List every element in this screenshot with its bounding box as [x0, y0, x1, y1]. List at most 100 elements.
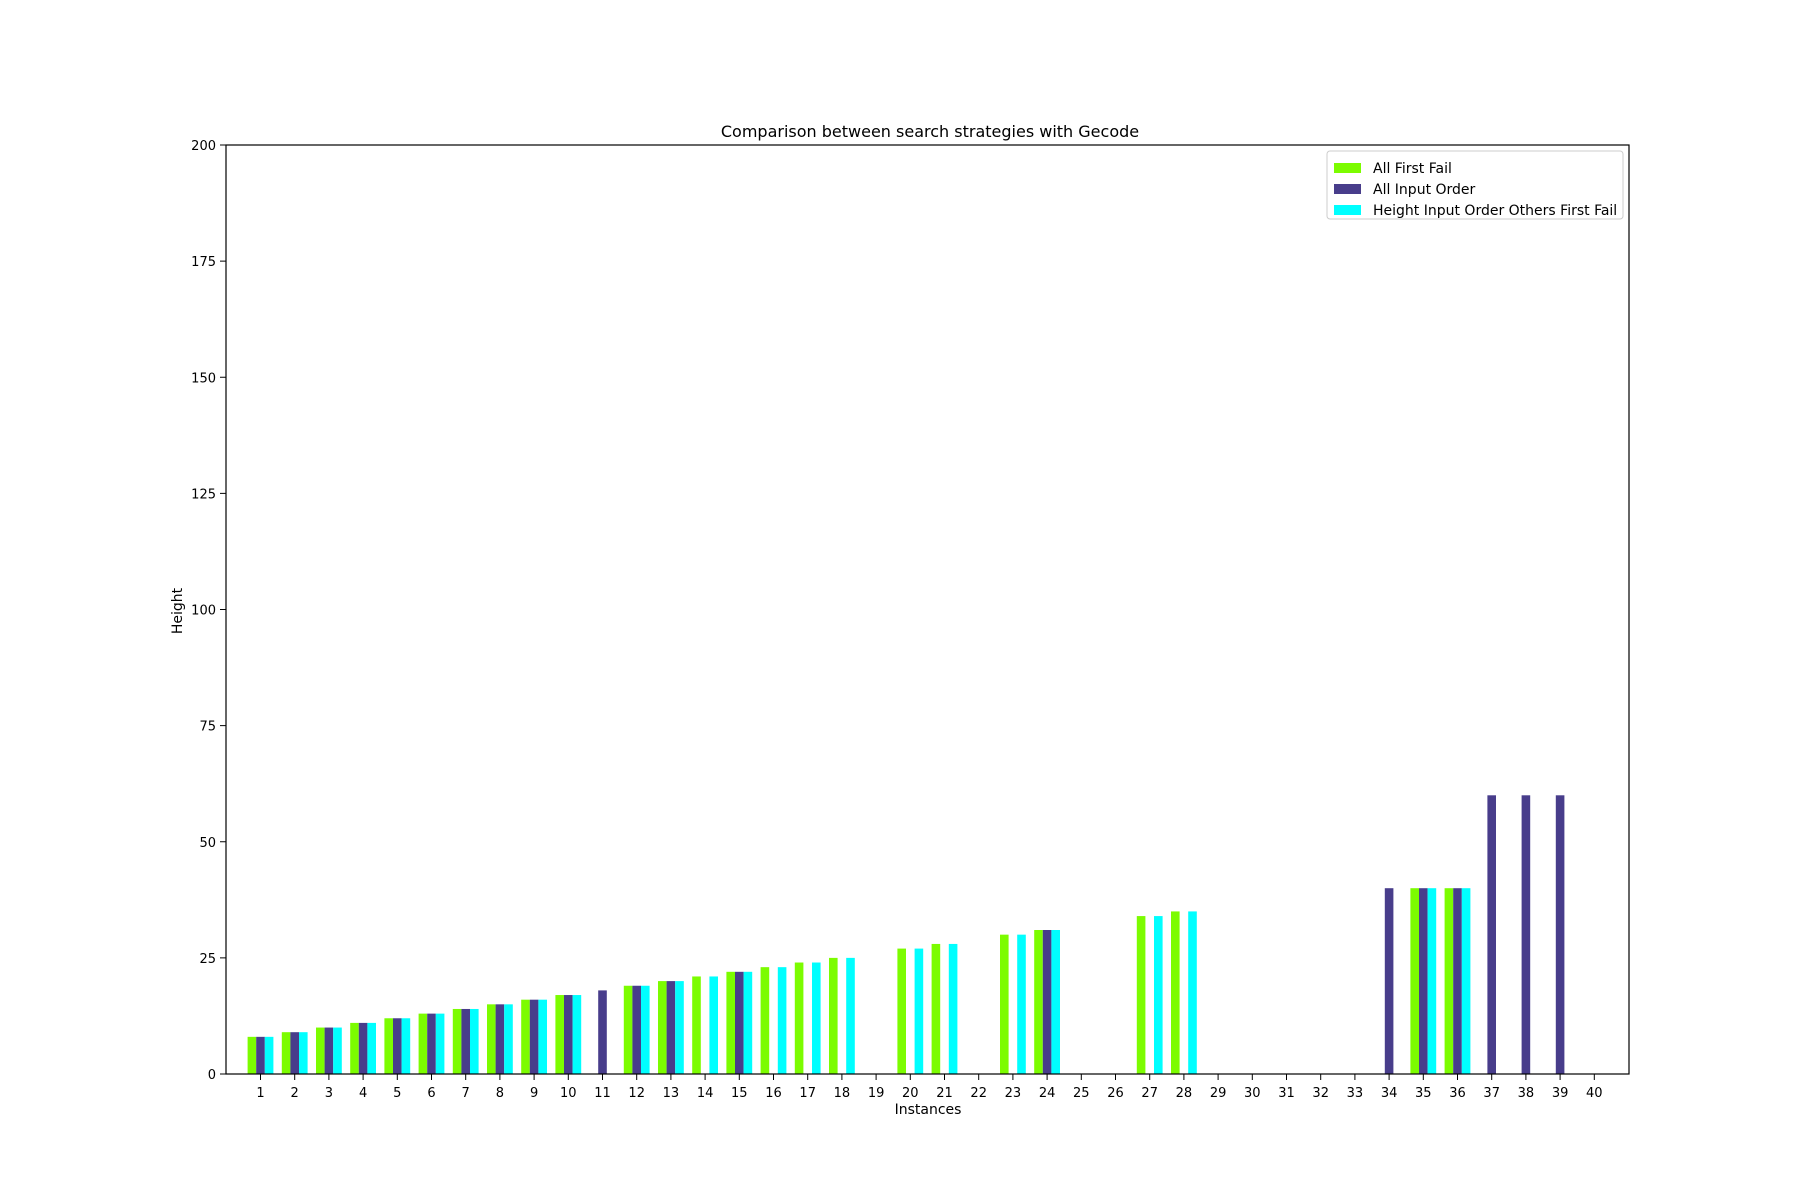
x-tick-label: 30 — [1244, 1086, 1261, 1101]
bar-3-instance-10 — [572, 995, 582, 1074]
x-tick-label: 27 — [1141, 1086, 1158, 1101]
legend-box — [1326, 150, 1624, 220]
x-tick-label: 32 — [1312, 1086, 1329, 1101]
x-tick-label: 28 — [1176, 1086, 1193, 1101]
legend-label: Height Input Order Others First Fail — [1373, 203, 1617, 219]
bar-3-instance-6 — [435, 1013, 445, 1074]
x-tick-label: 25 — [1073, 1086, 1090, 1101]
x-tick-label: 9 — [530, 1086, 538, 1101]
y-tick-label: 50 — [199, 836, 216, 851]
bar-1-instance-2 — [281, 1032, 291, 1074]
bar-3-instance-36 — [1461, 888, 1471, 1074]
x-tick-label: 17 — [799, 1086, 816, 1101]
chart-title: Comparison between search strategies wit… — [721, 122, 1139, 141]
bar-2-instance-15 — [735, 971, 744, 1074]
x-tick-label: 16 — [765, 1086, 782, 1101]
x-tick-label: 10 — [560, 1086, 577, 1101]
bar-3-instance-24 — [1051, 930, 1060, 1074]
x-tick-label: 5 — [393, 1086, 401, 1101]
x-tick-label: 12 — [628, 1086, 645, 1101]
bar-1-instance-16 — [760, 967, 770, 1074]
bar-2-instance-5 — [393, 1018, 402, 1074]
x-tick-label: 21 — [936, 1086, 953, 1101]
bar-3-instance-35 — [1427, 888, 1437, 1074]
x-tick-label: 24 — [1039, 1086, 1056, 1101]
x-tick-label: 2 — [291, 1086, 299, 1101]
bar-3-instance-17 — [812, 962, 821, 1074]
x-tick-label: 8 — [496, 1086, 504, 1101]
x-tick-label: 26 — [1107, 1086, 1124, 1101]
bar-1-instance-18 — [829, 957, 838, 1075]
y-tick-label: 125 — [191, 487, 216, 502]
bar-3-instance-3 — [333, 1027, 342, 1074]
x-tick-label: 7 — [462, 1086, 470, 1101]
x-tick-label: 35 — [1415, 1086, 1432, 1101]
bar-1-instance-28 — [1171, 911, 1180, 1074]
bar-1-instance-36 — [1444, 888, 1454, 1074]
bar-layer — [247, 795, 1565, 1075]
bar-1-instance-1 — [247, 1036, 257, 1074]
bar-2-instance-8 — [495, 1004, 505, 1074]
y-tick-label: 75 — [199, 720, 216, 735]
bar-3-instance-7 — [470, 1008, 479, 1074]
x-tick-label: 38 — [1518, 1086, 1535, 1101]
legend: All First Fail All Input Order Height Inpu… — [1326, 150, 1624, 220]
bar-1-instance-5 — [384, 1018, 393, 1074]
x-tick-label: 31 — [1278, 1086, 1295, 1101]
bar-2-instance-12 — [632, 985, 641, 1074]
x-tick-label: 3 — [325, 1086, 333, 1101]
bar-3-instance-20 — [914, 948, 924, 1074]
bar-1-instance-24 — [1034, 930, 1043, 1074]
bar-1-instance-3 — [316, 1027, 325, 1074]
x-tick-label: 13 — [663, 1086, 680, 1101]
bar-2-instance-10 — [564, 995, 573, 1074]
bar-2-instance-6 — [427, 1013, 436, 1074]
bar-2-instance-2 — [290, 1032, 299, 1074]
bar-2-instance-38 — [1521, 795, 1531, 1074]
bar-1-instance-9 — [521, 999, 530, 1074]
y-tick-label: 25 — [199, 952, 216, 967]
bar-3-instance-9 — [538, 999, 547, 1074]
bar-2-instance-7 — [461, 1008, 470, 1074]
bar-2-instance-34 — [1384, 888, 1394, 1074]
x-tick-label: 33 — [1347, 1086, 1364, 1101]
bar-1-instance-6 — [418, 1013, 428, 1074]
bar-1-instance-27 — [1136, 916, 1146, 1074]
bar-3-instance-14 — [709, 976, 718, 1074]
bar-2-instance-35 — [1419, 888, 1428, 1074]
y-tick-label: 150 — [191, 371, 216, 386]
bar-1-instance-35 — [1410, 888, 1419, 1074]
bar-2-instance-1 — [256, 1036, 265, 1074]
x-axis-label: Instances — [895, 1102, 962, 1118]
bar-2-instance-3 — [324, 1027, 334, 1074]
bar-1-instance-8 — [487, 1004, 496, 1074]
x-tick-label: 34 — [1381, 1086, 1398, 1101]
x-tick-label: 14 — [697, 1086, 714, 1101]
bar-2-instance-11 — [598, 990, 607, 1074]
bar-3-instance-8 — [504, 1004, 513, 1074]
bar-3-instance-28 — [1188, 911, 1197, 1074]
bar-1-instance-20 — [897, 948, 906, 1074]
x-tick-label: 6 — [427, 1086, 435, 1101]
bar-1-instance-23 — [1000, 934, 1009, 1074]
x-tick-label: 4 — [359, 1086, 367, 1101]
x-tick-label: 37 — [1483, 1086, 1500, 1101]
x-tick-label: 22 — [970, 1086, 987, 1101]
y-tick-label: 175 — [191, 255, 216, 270]
y-axis: 0 25 50 75 100 125 150 175 200 — [191, 139, 226, 1083]
bar-3-instance-23 — [1017, 934, 1026, 1074]
legend-swatch — [1334, 184, 1361, 194]
bar-3-instance-4 — [367, 1022, 376, 1074]
bar-3-instance-15 — [743, 971, 753, 1074]
bar-3-instance-16 — [777, 967, 787, 1074]
x-tick-label: 18 — [834, 1086, 851, 1101]
y-axis-label: Height — [170, 587, 186, 634]
bar-1-instance-7 — [452, 1008, 462, 1074]
x-axis: 1 2 3 4 5 6 7 8 9 10 11 12 13 14 15 16 17 18 19 20 21 22 23 24 2… — [256, 1074, 1603, 1101]
x-tick-label: 23 — [1005, 1086, 1022, 1101]
bar-3-instance-21 — [948, 943, 958, 1074]
bar-3-instance-2 — [299, 1032, 308, 1074]
bar-2-instance-36 — [1453, 888, 1462, 1074]
bar-2-instance-4 — [358, 1022, 368, 1074]
legend-swatch — [1334, 205, 1361, 215]
